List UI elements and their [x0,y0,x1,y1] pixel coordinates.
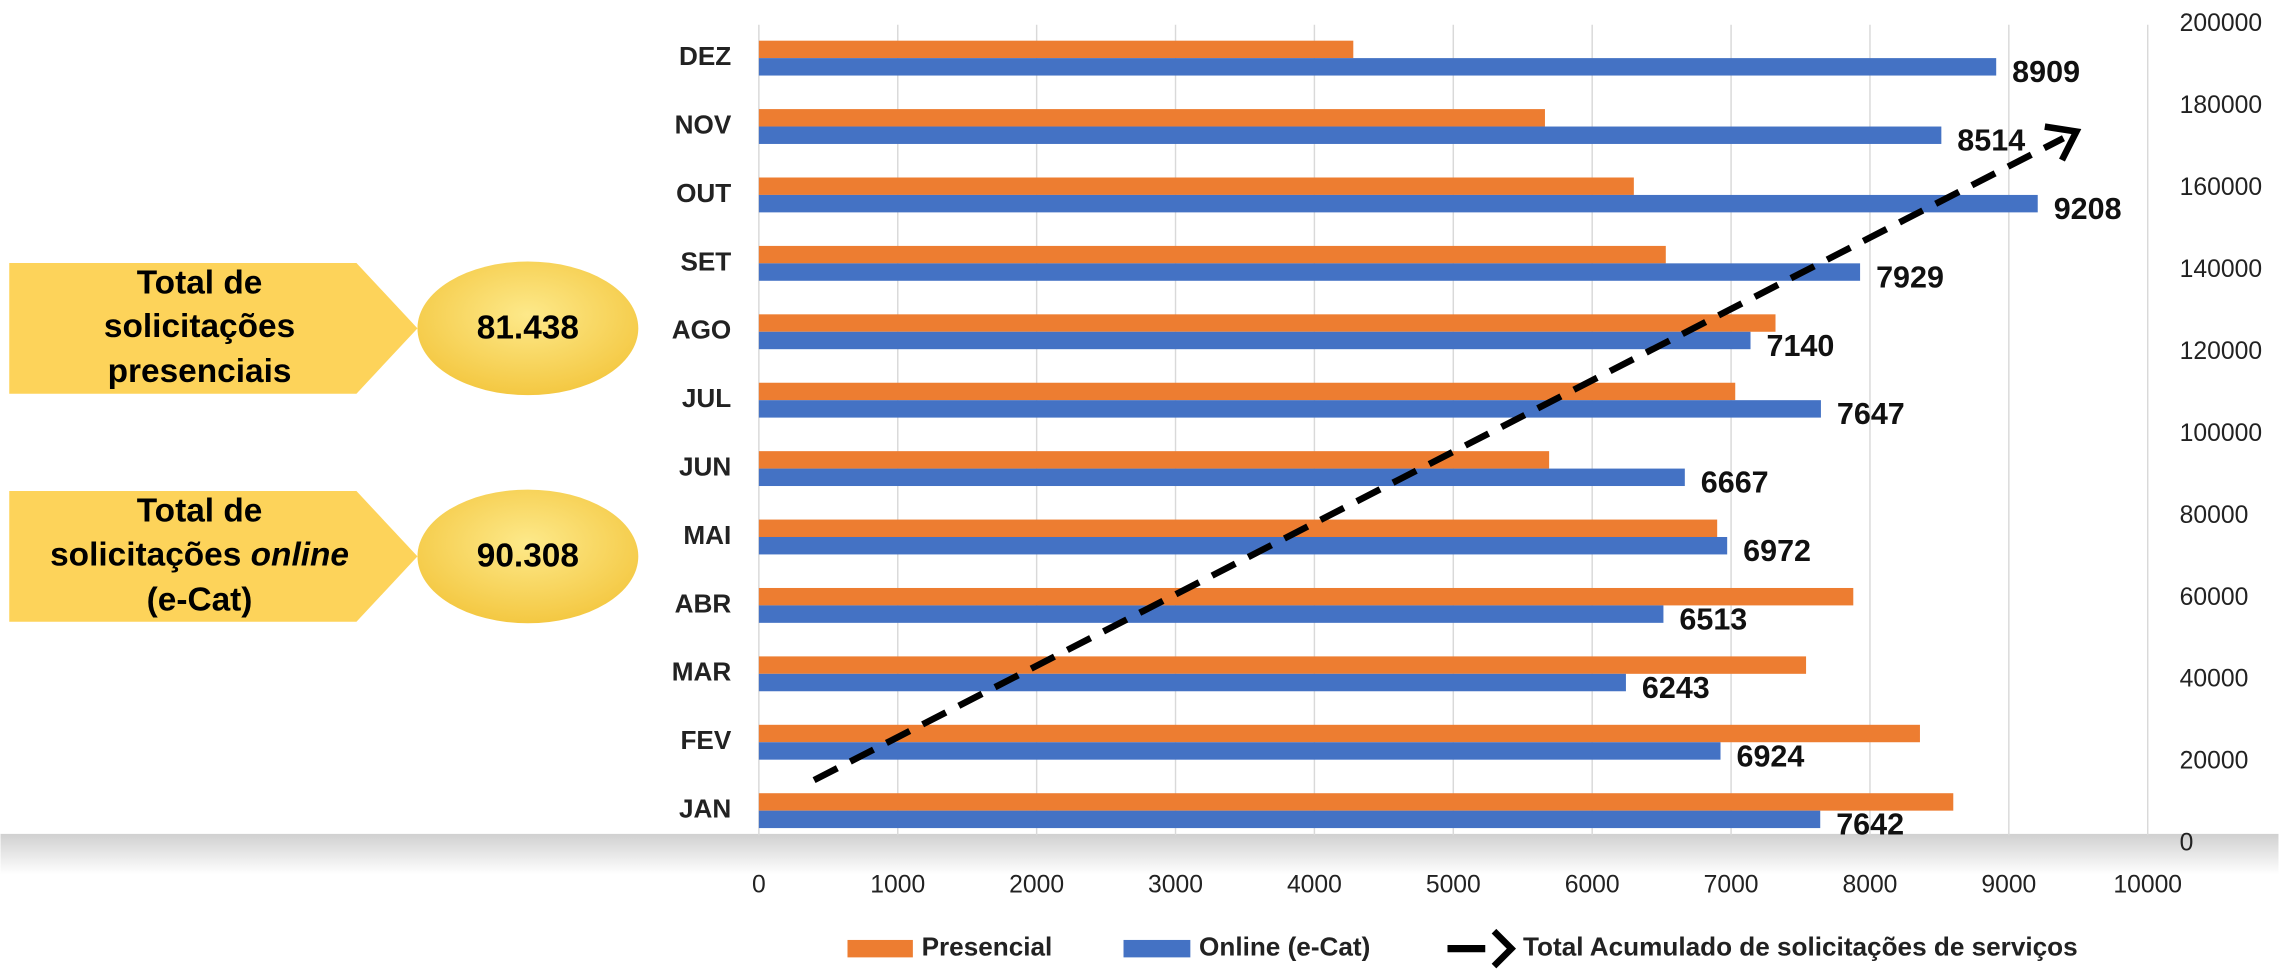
y2-tick-label: 100000 [2180,420,2262,447]
value-label: 7140 [1766,329,1834,363]
summary-label: Total de [137,493,263,530]
summary-label: presenciais [108,353,292,390]
value-label: 7642 [1836,808,1904,842]
bar [758,793,1954,811]
bar [758,673,1626,692]
value-label: 8909 [2012,55,2080,89]
summary-label: solicitações online [50,536,349,573]
value-label: 6243 [1642,671,1710,705]
y-tick-label: MAI [683,520,731,550]
bar [758,605,1664,623]
value-label: 9208 [2054,192,2122,226]
bar [758,314,1776,332]
bar [758,451,1550,469]
label-box [9,491,418,622]
y-tick-label: AGO [672,315,732,345]
bar [758,58,1997,76]
summary-label: Total de [137,265,263,302]
y2-tick-label: 180000 [2180,92,2262,119]
legend-label: Presencial [922,932,1053,962]
y-tick-label: JAN [679,794,731,824]
x-tick-label: 10000 [2113,872,2182,899]
y2-tick-label: 80000 [2180,502,2249,529]
bar [758,656,1807,674]
shadow-band [0,833,2279,875]
bar [758,245,1666,264]
x-tick-label: 5000 [1426,872,1481,899]
y2-tick-label: 0 [2180,830,2194,857]
value-oval [417,489,639,624]
y-tick-label: MAR [672,657,732,687]
x-tick-label: 3000 [1148,872,1203,899]
summary-label-part: solicitações [50,536,251,573]
bar [758,587,1854,606]
y-tick-label: ABR [675,588,732,618]
summary-label: (e-Cat) [147,581,253,618]
bar [758,724,1920,743]
summary-value: 90.308 [477,538,579,575]
value-label: 6924 [1736,739,1804,773]
x-tick-label: 7000 [1704,872,1759,899]
value-label: 7647 [1837,397,1905,431]
x-tick-label: 2000 [1009,872,1064,899]
legend-swatch [847,939,913,958]
bar [758,536,1728,555]
value-oval [417,261,639,396]
trend-line [812,135,2065,784]
y-tick-label: JUL [682,383,731,413]
bar [758,519,1718,537]
value-label: 6667 [1701,466,1769,500]
legend-swatch [1123,939,1191,958]
bar [758,40,1354,59]
value-label: 6513 [1679,602,1747,636]
y2-tick-label: 40000 [2180,666,2249,693]
label-box [9,262,418,394]
value-label: 7929 [1876,260,1944,294]
bar [758,177,1634,195]
y2-tick-label: 60000 [2180,584,2249,611]
legend-swatch [1491,928,1517,969]
trend-arrowhead [2044,123,2082,162]
summary-1: Total de solicitações presenciais 81.438 [9,261,639,396]
x-tick-label: 9000 [1981,872,2036,899]
bar [758,810,1821,829]
summary-value: 81.438 [477,310,579,347]
x-tick-label: 4000 [1287,872,1342,899]
y2-tick-label: 140000 [2180,256,2262,283]
bar [758,468,1685,487]
value-label: 6972 [1743,534,1811,568]
bar [758,126,1942,144]
summary-2: Total de solicitações online (e-Cat) 90.… [9,489,639,624]
summary-label-part: online [251,536,349,573]
bar [758,331,1751,350]
y-tick-label: DEZ [679,41,731,71]
summary-label: solicitações [104,308,295,345]
x-tick-label: 1000 [870,872,925,899]
x-tick-label: 0 [752,872,766,899]
y2-tick-label: 120000 [2180,338,2262,365]
y-tick-label: FEV [680,725,731,755]
y2-tick-label: 160000 [2180,174,2262,201]
bar [758,263,1861,281]
y-tick-label: NOV [675,109,732,139]
legend-label: Online (e-Cat) [1199,932,1370,962]
y-tick-label: JUN [679,451,731,481]
value-label: 8514 [1957,124,2025,158]
bar [758,400,1821,418]
y2-tick-label: 200000 [2180,10,2262,37]
y2-tick-label: 20000 [2180,748,2249,775]
x-tick-label: 6000 [1565,872,1620,899]
y-tick-label: OUT [676,178,731,208]
bar [758,382,1736,401]
bar [758,109,1545,127]
x-tick-label: 8000 [1842,872,1897,899]
y-tick-label: SET [680,246,731,276]
bar [758,742,1721,760]
bar [758,194,2038,213]
legend-label: Total Acumulado de solicitações de servi… [1523,932,2078,962]
